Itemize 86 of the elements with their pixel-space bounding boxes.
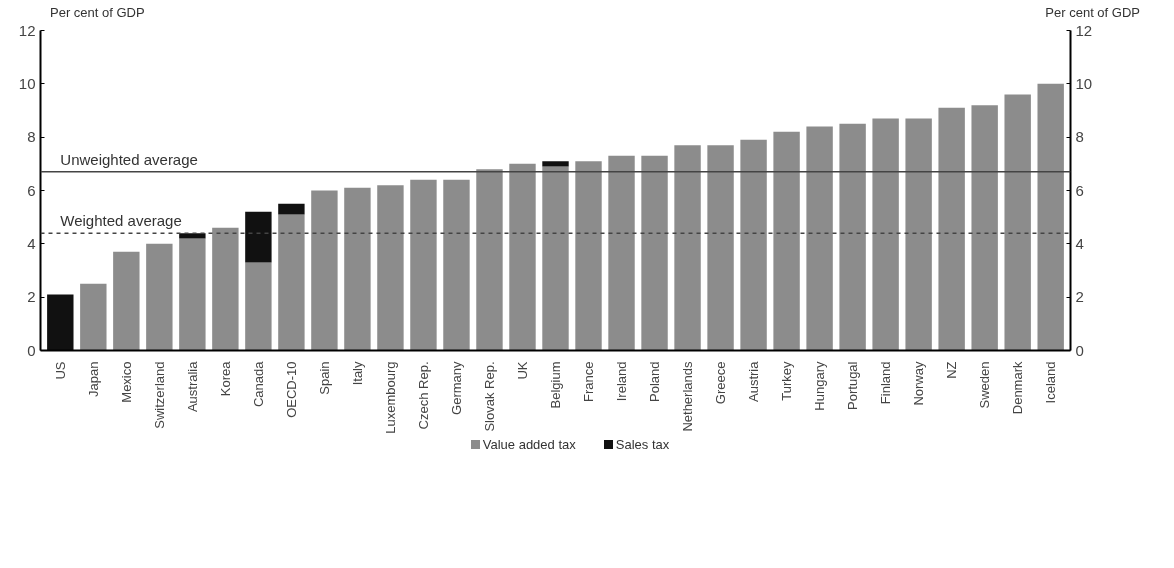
bar — [179, 238, 206, 351]
x-tick-label: Austria — [746, 360, 762, 402]
bar — [146, 243, 173, 351]
bar — [674, 145, 701, 351]
x-tick-label: Iceland — [1043, 361, 1059, 404]
x-tick-label: Poland — [647, 361, 663, 402]
x-tick-label: Finland — [878, 361, 894, 405]
bar — [245, 211, 272, 263]
bar — [608, 155, 635, 351]
x-tick-label: Canada — [250, 360, 266, 408]
x-tick-label: Hungary — [812, 361, 828, 411]
y-tick-label: 0 — [27, 341, 36, 359]
x-tick-label: Norway — [911, 361, 927, 406]
bar — [443, 179, 470, 351]
y2-tick-label: 4 — [1075, 234, 1084, 252]
x-tick-label: Japan — [85, 361, 101, 397]
bar — [278, 203, 305, 215]
legend-label: Sales tax — [614, 436, 670, 454]
bar — [410, 179, 437, 351]
y2-tick-label: 8 — [1075, 128, 1084, 146]
bar — [773, 131, 800, 351]
bar — [707, 145, 734, 351]
bar — [806, 126, 833, 351]
x-tick-label: US — [52, 361, 68, 380]
bar — [179, 233, 206, 239]
y-tick-label: 2 — [27, 288, 36, 306]
x-tick-label: Germany — [448, 361, 464, 415]
bar — [245, 262, 272, 351]
x-tick-label: Australia — [184, 360, 200, 413]
bar — [212, 227, 239, 351]
x-tick-label: France — [581, 361, 597, 402]
y-tick-label: 12 — [18, 21, 36, 39]
x-tick-label: OECD-10 — [283, 361, 299, 418]
x-tick-label: Switzerland — [151, 361, 167, 429]
x-tick-label: Italy — [349, 361, 365, 386]
x-tick-label: Mexico — [118, 361, 134, 403]
ref-line-label: Unweighted average — [60, 150, 198, 168]
bar — [938, 107, 965, 351]
x-tick-label: UK — [514, 361, 530, 380]
y-axis-title: Per cent of GDP — [50, 4, 145, 22]
y-tick-label: 4 — [27, 234, 36, 252]
bar — [839, 123, 866, 351]
y2-tick-label: 0 — [1075, 341, 1084, 359]
x-tick-label: Portugal — [845, 361, 861, 410]
bar — [113, 251, 140, 351]
x-tick-label: Greece — [713, 361, 729, 405]
bar — [872, 118, 899, 351]
bar — [1037, 83, 1064, 351]
bar — [905, 118, 932, 351]
y2-tick-label: 10 — [1075, 74, 1093, 92]
bar — [344, 187, 371, 351]
bar — [971, 105, 998, 351]
x-tick-label: Luxembourg — [382, 361, 398, 434]
y2-axis-title: Per cent of GDP — [1045, 4, 1140, 22]
x-tick-label: Sweden — [977, 361, 993, 409]
bar — [80, 283, 107, 351]
x-tick-label: Czech Rep. — [415, 361, 431, 430]
y-tick-label: 10 — [18, 74, 36, 92]
bar — [575, 161, 602, 351]
x-tick-label: Turkey — [779, 361, 795, 401]
x-tick-label: Netherlands — [680, 361, 696, 432]
x-tick-label: Ireland — [614, 361, 630, 402]
bar — [542, 166, 569, 351]
x-tick-label: Spain — [316, 361, 332, 395]
ref-line-label: Weighted average — [60, 212, 182, 230]
bar — [47, 294, 74, 351]
y2-tick-label: 12 — [1075, 21, 1093, 39]
bar — [740, 139, 767, 351]
x-tick-label: Korea — [217, 360, 233, 397]
x-tick-label: Slovak Rep. — [481, 361, 497, 432]
bar — [476, 169, 503, 351]
bar — [542, 161, 569, 167]
bar — [311, 190, 338, 351]
legend-label: Value added tax — [481, 436, 576, 454]
y-tick-label: 8 — [27, 128, 36, 146]
bar — [278, 214, 305, 351]
y-tick-label: 6 — [27, 181, 36, 199]
bar — [509, 163, 536, 351]
y2-tick-label: 6 — [1075, 181, 1084, 199]
y2-tick-label: 2 — [1075, 288, 1084, 306]
x-tick-label: Denmark — [1010, 361, 1026, 415]
x-tick-label: NZ — [944, 361, 960, 379]
x-tick-label: Belgium — [548, 361, 563, 409]
bar — [377, 185, 404, 351]
bar — [641, 155, 668, 351]
bar — [1004, 94, 1031, 351]
